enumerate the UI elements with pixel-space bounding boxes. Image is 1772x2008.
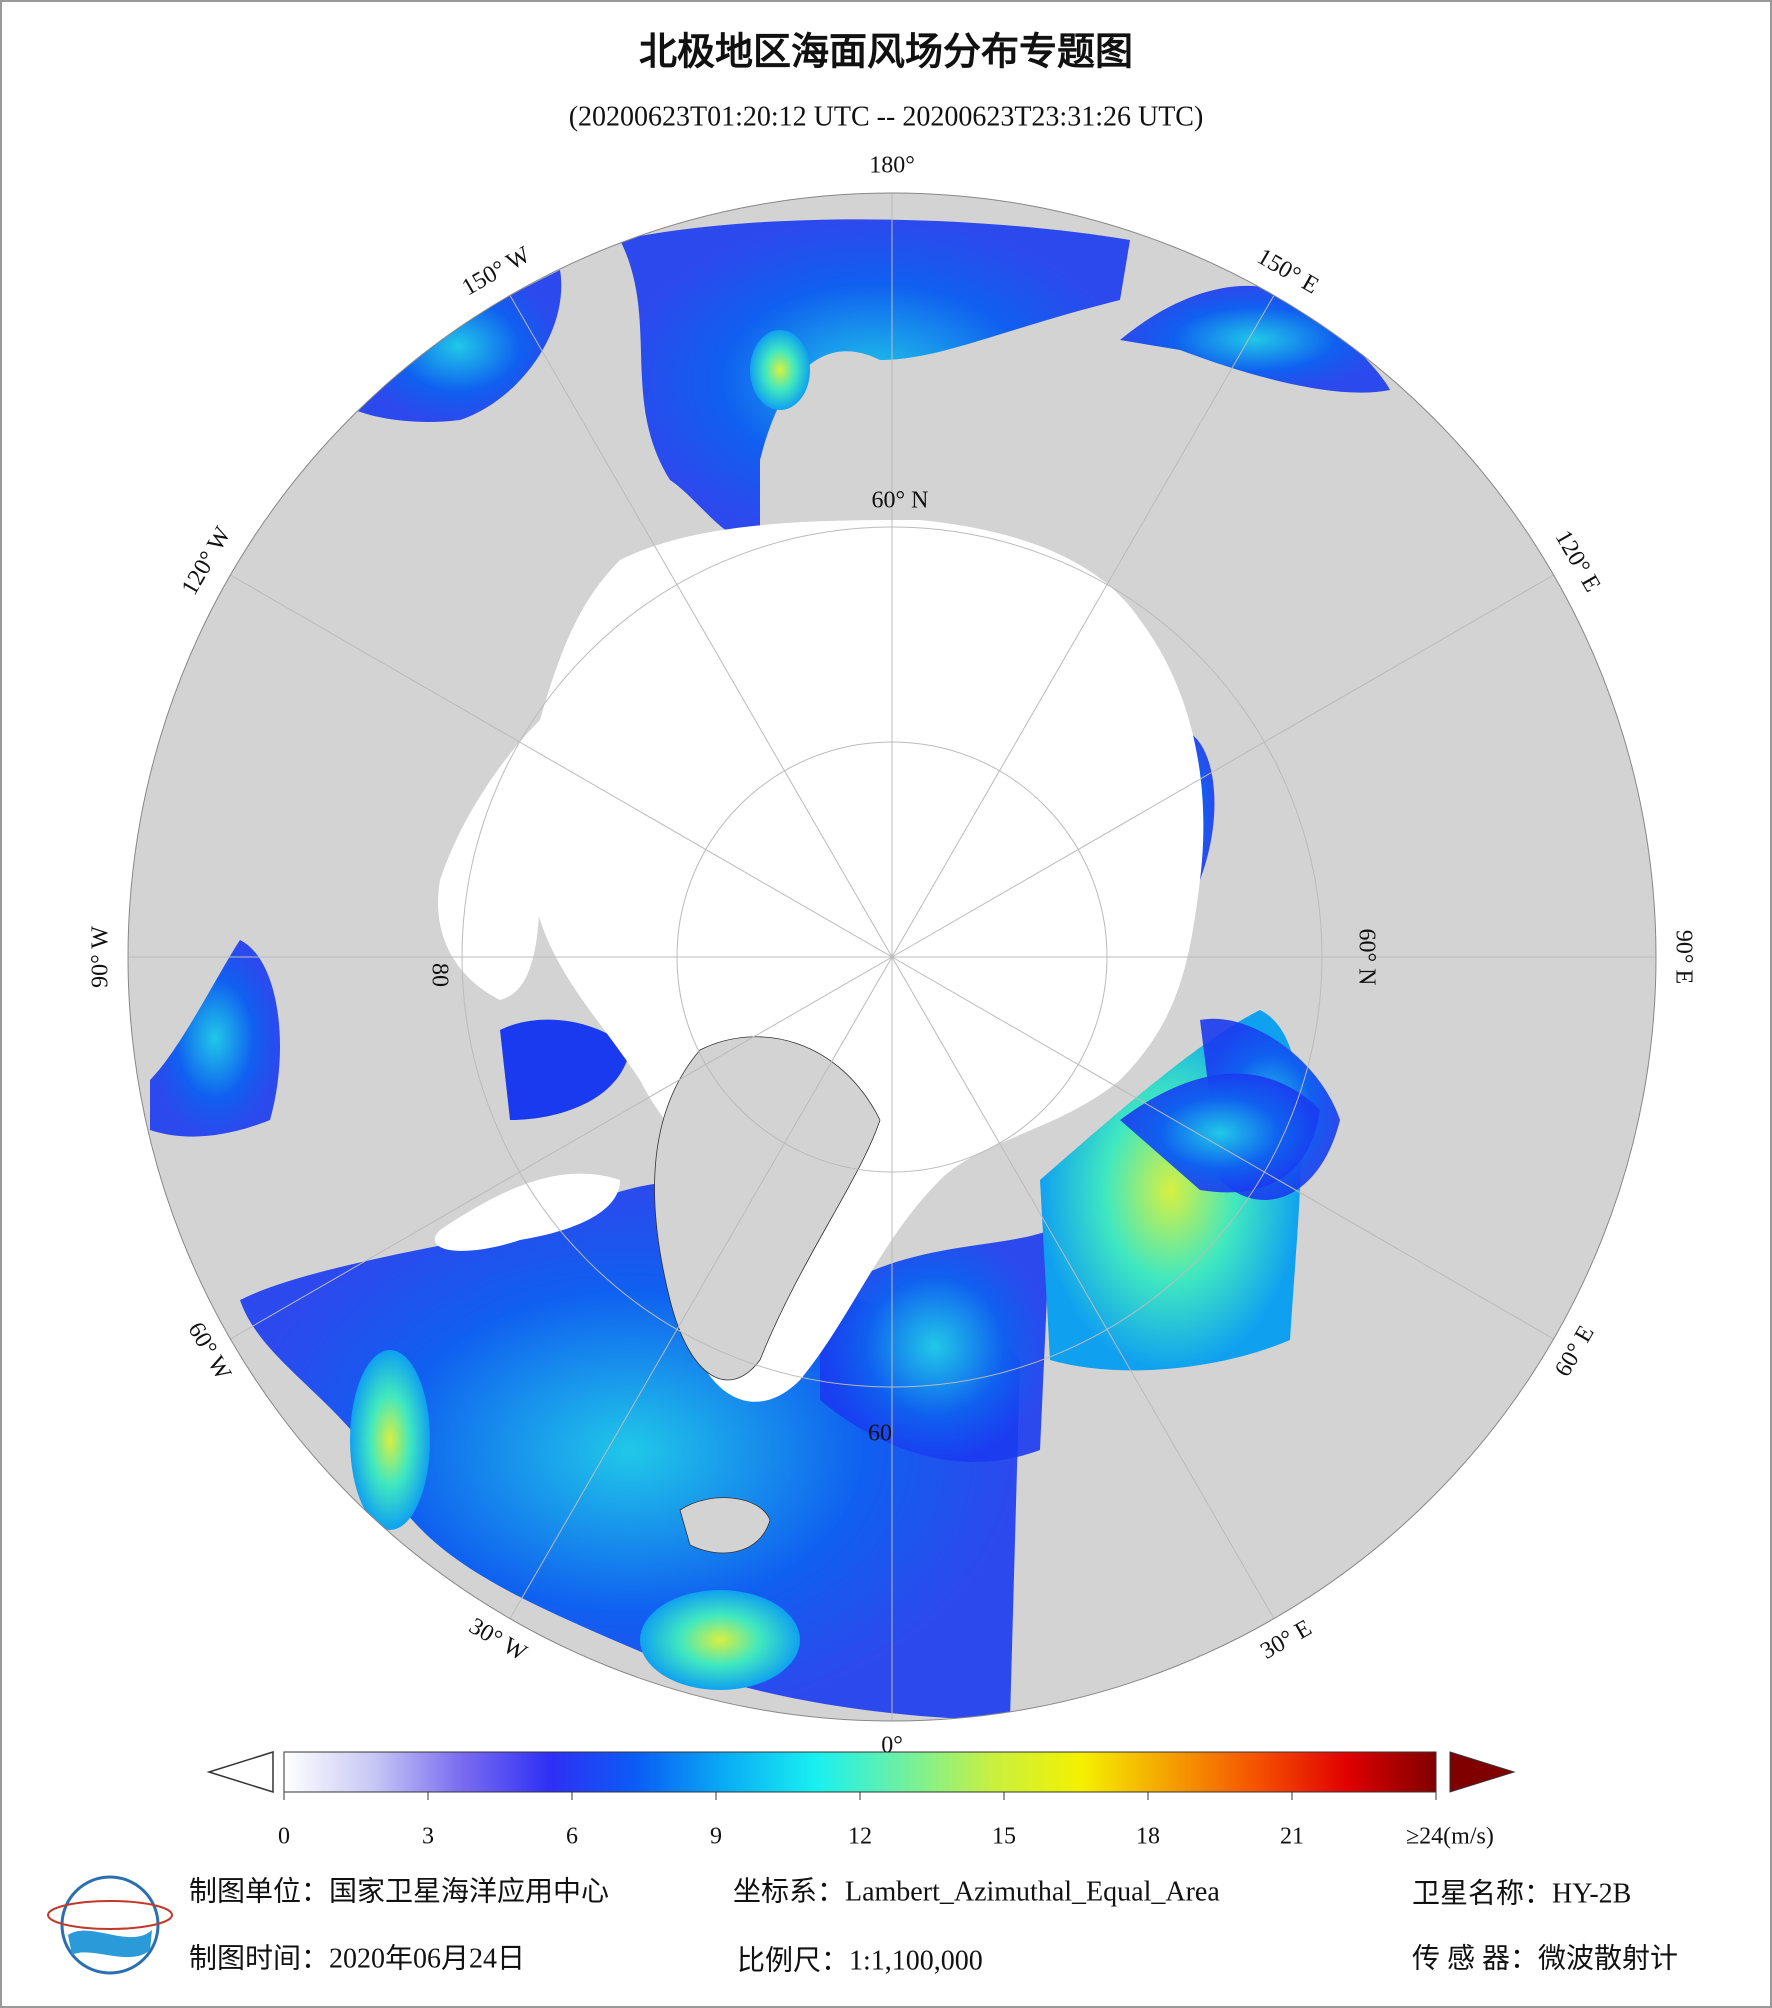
colorbar: 0 3 6 9 12 15 18 21 ≥24(m/s) bbox=[206, 1750, 1516, 1850]
colorbar-under bbox=[206, 1750, 274, 1794]
colorbar-tick-label: 0 bbox=[278, 1824, 290, 1850]
meridian bbox=[891, 295, 1275, 958]
lat-label: 60° N bbox=[1353, 929, 1379, 986]
meridian bbox=[891, 956, 1275, 1619]
graticule bbox=[128, 193, 1656, 1721]
meridian bbox=[891, 956, 1554, 1340]
meridian bbox=[509, 295, 893, 958]
lat-label: 80 bbox=[426, 963, 452, 987]
subtitle: (20200623T01:20:12 UTC -- 20200623T23:31… bbox=[569, 101, 1204, 132]
footer-unit: 制图单位：国家卫星海洋应用中心 bbox=[189, 1875, 609, 1907]
footer-satellite: 卫星名称：HY-2B bbox=[1412, 1877, 1631, 1909]
colorbar-tick-label: 15 bbox=[992, 1824, 1016, 1850]
greenland bbox=[654, 1036, 881, 1381]
colorbar-tick-label: 3 bbox=[422, 1824, 434, 1850]
footer-sensor: 传 感 器：微波散射计 bbox=[1412, 1942, 1678, 1974]
colorbar-tick-label: 9 bbox=[710, 1824, 722, 1850]
footer: 制图单位：国家卫星海洋应用中心 坐标系：Lambert_Azimuthal_Eq… bbox=[47, 1875, 1678, 1976]
colorbar-bar bbox=[283, 1751, 1437, 1793]
meridian bbox=[230, 956, 893, 1340]
lat-label: 60° N bbox=[872, 488, 929, 514]
meridian bbox=[230, 574, 893, 958]
title: 北极地区海面风场分布专题图 bbox=[639, 30, 1133, 74]
colorbar-tick-label: 6 bbox=[566, 1824, 578, 1850]
meridian bbox=[891, 574, 1554, 958]
logo bbox=[47, 1875, 173, 1975]
colorbar-over bbox=[1449, 1751, 1516, 1793]
colorbar-tick-label: ≥24(m/s) bbox=[1406, 1824, 1494, 1850]
lon-label: 90° E bbox=[1670, 930, 1696, 984]
lon-label: 90° W bbox=[88, 926, 114, 988]
colorbar-tick-label: 12 bbox=[848, 1824, 872, 1850]
colorbar-tick-label: 21 bbox=[1280, 1824, 1304, 1850]
colorbar-tick-label: 18 bbox=[1136, 1824, 1160, 1850]
meridian bbox=[509, 956, 893, 1619]
lon-label: 0° bbox=[881, 1733, 903, 1759]
footer-scale: 比例尺：1:1,100,000 bbox=[737, 1944, 983, 1976]
map-frame bbox=[127, 192, 1657, 1722]
lon-label: 180° bbox=[869, 153, 915, 179]
footer-crs: 坐标系：Lambert_Azimuthal_Equal_Area bbox=[733, 1875, 1220, 1907]
arctic-ocean bbox=[525, 520, 1204, 1402]
footer-date: 制图时间：2020年06月24日 bbox=[189, 1942, 525, 1974]
lat-label: 60 bbox=[868, 1421, 892, 1447]
map bbox=[128, 193, 1656, 1721]
